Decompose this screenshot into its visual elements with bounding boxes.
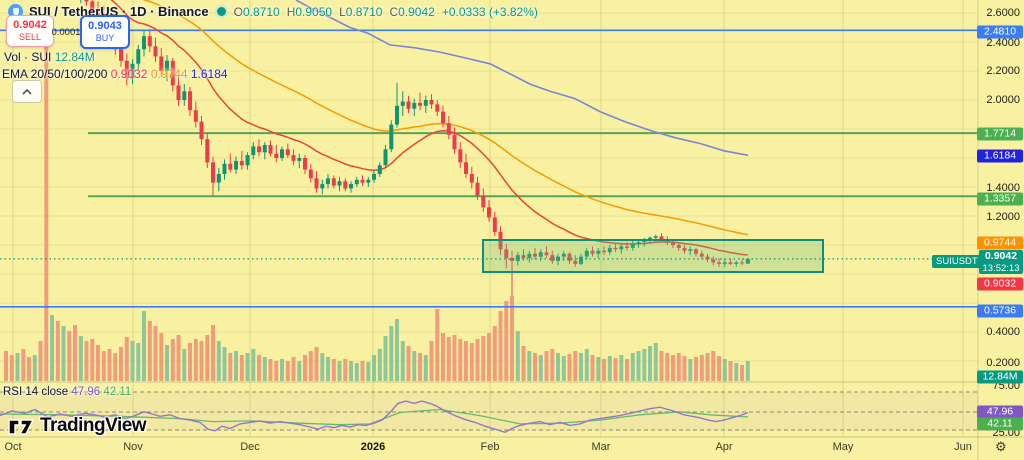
ohlc-item: L0.8710	[339, 4, 383, 19]
axis-settings-gear-icon[interactable]: ⚙	[995, 439, 1007, 454]
rsi-line	[0, 400, 749, 434]
ema20-line	[110, 0, 748, 256]
price-tick: 1.4000	[986, 182, 1020, 194]
price-axis[interactable]: 2.6000 2.4000 2.2000 2.0000 1.4000 1.2000 0.40…	[977, 0, 1024, 439]
time-axis-label: 2026	[360, 441, 386, 453]
price-badge: 0.9032	[977, 277, 1023, 291]
rsi-legend[interactable]: RSI 14 close 47.96 42.11	[3, 386, 131, 398]
collapse-legend-button[interactable]	[12, 80, 42, 103]
sell-label: SELL	[18, 32, 42, 42]
price-badge: 1.3357	[977, 192, 1023, 206]
ohlc-item: C0.9042	[389, 4, 435, 19]
time-axis-label: Oct	[4, 441, 22, 453]
buy-label: BUY	[95, 33, 115, 43]
current-price: 0.9042	[984, 250, 1018, 262]
symbol-title[interactable]: SUI / TetherUS · 1D · Binance	[29, 4, 209, 19]
price-line-symbol-label: SUIUSDT	[932, 255, 982, 268]
price-badge: 0.5736	[977, 304, 1023, 318]
tradingview-logo-icon	[8, 418, 35, 435]
ema-legend-label: EMA 20/50/100/200	[2, 67, 108, 81]
price-tick: 2.0000	[986, 94, 1020, 106]
chevron-up-icon	[22, 88, 32, 95]
price-badge: 1.7714	[977, 127, 1023, 141]
ema100-value: 1.6184	[190, 67, 228, 81]
volume-legend[interactable]: Vol · SUI 12.84M	[4, 50, 95, 64]
price-tick: 2.4000	[986, 37, 1020, 49]
sell-button[interactable]: 0.9042 SELL	[6, 15, 54, 47]
symbol-header: SUI / TetherUS · 1D · Binance O0.8710 H0.…	[8, 4, 538, 19]
ohlc-item: +0.0333 (+3.82%)	[441, 4, 538, 19]
ema-legend[interactable]: EMA 20/50/100/200 0.9032 0.9744 1.6184	[2, 67, 228, 81]
price-badge: 12.84M	[977, 370, 1023, 384]
price-tick: 2.6000	[986, 7, 1020, 19]
ohlc-item: O0.8710	[233, 4, 280, 19]
price-tick: 2.2000	[986, 65, 1020, 77]
time-axis-label: Nov	[123, 441, 143, 453]
volume-bars	[4, 33, 750, 381]
ohlc-item: H0.9050	[286, 4, 333, 19]
current-price-badge: 0.9042 13:52:13	[979, 250, 1023, 274]
rsi-legend-label: RSI 14 close	[3, 386, 69, 398]
ohlc-values: O0.8710 H0.9050 L0.8710 C0.9042 +0.0333 (+3.…	[234, 5, 538, 19]
watermark-text: TradingView	[40, 415, 147, 436]
price-badge: 1.6184	[977, 149, 1023, 163]
buy-price: 0.9043	[88, 20, 122, 32]
rsi-ma-value: 42.11	[103, 386, 132, 398]
price-tick: 1.2000	[986, 211, 1020, 223]
market-status-icon	[214, 5, 228, 18]
volume-legend-value: 12.84M	[54, 50, 95, 64]
price-tick: 0.4000	[986, 326, 1020, 338]
price-badge: 47.96	[977, 405, 1023, 419]
time-axis-label: Feb	[480, 441, 500, 453]
sell-price: 0.9042	[13, 19, 47, 31]
time-axis-label: Mar	[591, 441, 611, 453]
time-axis-label: Dec	[240, 441, 260, 453]
volume-legend-label: Vol · SUI	[4, 50, 52, 64]
bar-countdown: 13:52:13	[982, 263, 1020, 274]
time-axis-label: Apr	[715, 441, 733, 453]
price-badge: 2.4810	[977, 25, 1023, 39]
ema50-value: 0.9744	[150, 67, 188, 81]
time-axis[interactable]: Oct Nov Dec 2026 Feb Mar Apr May Jun	[0, 437, 1024, 460]
price-tick: 0.2000	[986, 357, 1020, 369]
candles	[80, 0, 750, 296]
ema50-line	[142, 0, 748, 236]
price-badge: 0.9744	[977, 236, 1023, 250]
time-axis-label: May	[832, 441, 854, 453]
price-badge: 42.11	[977, 417, 1023, 431]
time-axis-label: Jun	[954, 441, 972, 453]
range-box-drawing[interactable]	[482, 239, 824, 273]
tradingview-watermark: TradingView	[8, 415, 147, 437]
spread-value: 0.0001	[51, 27, 81, 38]
ema200-line	[295, 0, 749, 157]
ema20-value: 0.9032	[110, 67, 148, 81]
rsi-value: 47.96	[71, 386, 101, 398]
buy-button[interactable]: 0.9043 BUY	[80, 15, 130, 49]
